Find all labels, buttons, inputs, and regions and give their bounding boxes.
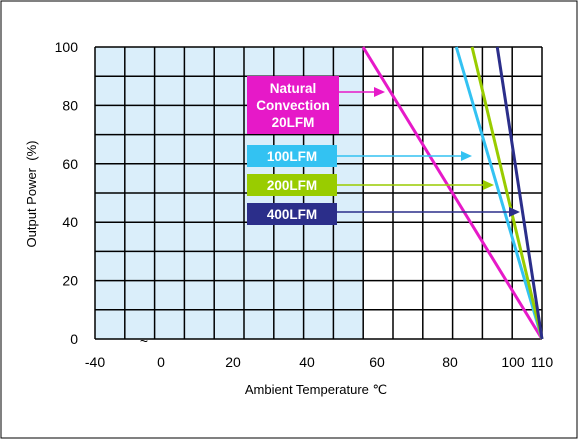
legend-label-lfm100: 100LFM bbox=[267, 149, 317, 164]
legend-arrowhead-lfm100 bbox=[461, 151, 472, 161]
legend-arrowhead-natural bbox=[374, 87, 385, 97]
legend-box-natural bbox=[247, 76, 339, 134]
series-line-natural bbox=[361, 46, 544, 340]
legend-arrowhead-lfm400 bbox=[509, 207, 520, 217]
legend-label-natural: Convection bbox=[256, 98, 330, 113]
legend-box-lfm400 bbox=[247, 203, 337, 225]
series-line-lfm100 bbox=[454, 46, 544, 340]
series-line-lfm400 bbox=[495, 46, 544, 340]
legend-label-natural: Natural bbox=[270, 81, 317, 96]
legend-label-natural: 20LFM bbox=[272, 115, 315, 130]
x-tick-label: 110 bbox=[531, 354, 554, 370]
x-tick-label: 20 bbox=[225, 354, 241, 370]
legend-box-lfm100 bbox=[247, 145, 337, 167]
y-tick-label: 40 bbox=[62, 214, 78, 230]
y-tick-label: 20 bbox=[62, 273, 78, 289]
axis-break-mark: ~ bbox=[140, 333, 148, 349]
y-tick-label: 60 bbox=[62, 156, 78, 172]
legend-label-lfm400: 400LFM bbox=[267, 207, 317, 222]
plot-area: 0 20 40 60 80 100 -40 0 20 40 60 80 100 110 Natural Con… bbox=[55, 39, 554, 370]
series-line-lfm200 bbox=[470, 46, 544, 340]
x-tick-label: 80 bbox=[442, 354, 458, 370]
y-tick-label: 0 bbox=[70, 331, 78, 347]
y-tick-label: 80 bbox=[62, 97, 78, 113]
x-tick-label: 100 bbox=[501, 354, 525, 370]
x-tick-label: 0 bbox=[157, 354, 165, 370]
x-axis-label: Ambient Temperature ℃ bbox=[245, 382, 387, 397]
legend-box-lfm200 bbox=[247, 174, 337, 196]
legend-label-lfm200: 200LFM bbox=[267, 178, 317, 193]
legend-arrowhead-lfm200 bbox=[483, 180, 494, 190]
y-tick-label: 100 bbox=[55, 39, 79, 55]
x-tick-label: 40 bbox=[299, 354, 315, 370]
x-tick-label: -40 bbox=[85, 354, 105, 370]
y-axis-label: Output Power (%) bbox=[24, 141, 39, 248]
x-tick-label: 60 bbox=[369, 354, 385, 370]
